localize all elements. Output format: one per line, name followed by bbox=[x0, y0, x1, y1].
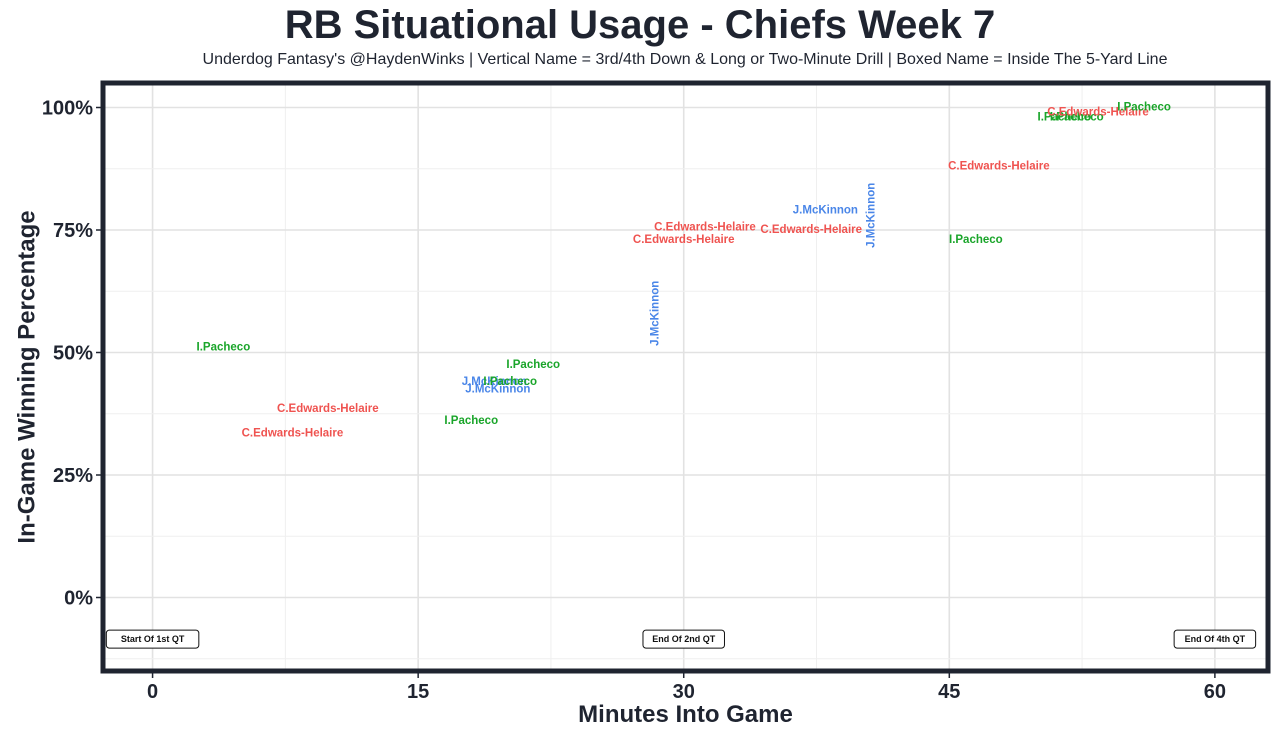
player-label: C.Edwards-Helaire bbox=[654, 222, 756, 234]
x-axis-ticks: 0 15 30 45 60 bbox=[147, 673, 1226, 703]
y-tick-label: 25% bbox=[53, 465, 93, 487]
player-label: I.Pacheco bbox=[197, 342, 251, 354]
y-tick-label: 0% bbox=[64, 588, 93, 610]
quarter-marker-box bbox=[1173, 629, 1257, 649]
player-label: C.Edwards-Helaire bbox=[948, 160, 1050, 172]
y-tick-label: 100% bbox=[42, 98, 93, 120]
player-label: I.Pacheco bbox=[444, 415, 498, 427]
player-label: I.Pacheco bbox=[949, 234, 1003, 246]
player-label: J.McKinnon bbox=[793, 204, 858, 216]
quarter-marker-box bbox=[642, 629, 725, 649]
player-label: I.Pacheco bbox=[1038, 111, 1092, 123]
quarter-marker-label: Start Of 1st QT bbox=[121, 634, 185, 644]
player-label: I.Pacheco bbox=[483, 376, 537, 388]
player-label: J.McKinnon bbox=[465, 383, 530, 395]
player-label: I.Pacheco bbox=[506, 359, 560, 371]
player-label: I.Pacheco bbox=[1050, 111, 1104, 123]
quarter-marker-label: End Of 4th QT bbox=[1185, 634, 1246, 644]
x-tick-label: 15 bbox=[407, 681, 429, 703]
y-axis-title: In-Game Winning Percentage bbox=[14, 210, 41, 543]
player-label: C.Edwards-Helaire bbox=[760, 224, 862, 236]
player-label: C.Edwards-Helaire bbox=[633, 234, 735, 246]
grid bbox=[103, 83, 1268, 671]
x-tick-label: 60 bbox=[1204, 681, 1226, 703]
chart-subtitle: Underdog Fantasy's @HaydenWinks | Vertic… bbox=[202, 51, 1168, 68]
y-tick-label: 75% bbox=[53, 220, 93, 242]
quarter-marker-label: End Of 2nd QT bbox=[652, 634, 715, 644]
y-tick-label: 50% bbox=[53, 343, 93, 365]
x-axis-title: Minutes Into Game bbox=[578, 701, 793, 728]
player-label: C.Edwards-Helaire bbox=[242, 427, 344, 439]
player-label: I.Pacheco bbox=[1117, 102, 1171, 114]
panel-border bbox=[100, 80, 1271, 674]
x-tick-label: 45 bbox=[938, 681, 960, 703]
chart-title: RB Situational Usage - Chiefs Week 7 bbox=[284, 3, 996, 47]
x-tick-label: 30 bbox=[673, 681, 695, 703]
x-tick-label: 0 bbox=[147, 681, 158, 703]
quarter-marker-box bbox=[105, 629, 200, 649]
player-label: J.McKinnon bbox=[462, 376, 527, 388]
player-label: C.Edwards-Helaire bbox=[1047, 106, 1149, 118]
data-labels: I.PachecoC.Edwards-HelaireC.Edwards-Hela… bbox=[197, 102, 1171, 440]
player-label: C.Edwards-Helaire bbox=[277, 403, 379, 415]
y-axis-ticks: 0% 25% 50% 75% 100% bbox=[42, 98, 101, 610]
player-label: J.McKinnon bbox=[865, 183, 877, 248]
quarter-markers: Start Of 1st QT End Of 2nd QT End Of 4th Q… bbox=[105, 629, 1257, 649]
player-label: J.McKinnon bbox=[649, 281, 661, 346]
